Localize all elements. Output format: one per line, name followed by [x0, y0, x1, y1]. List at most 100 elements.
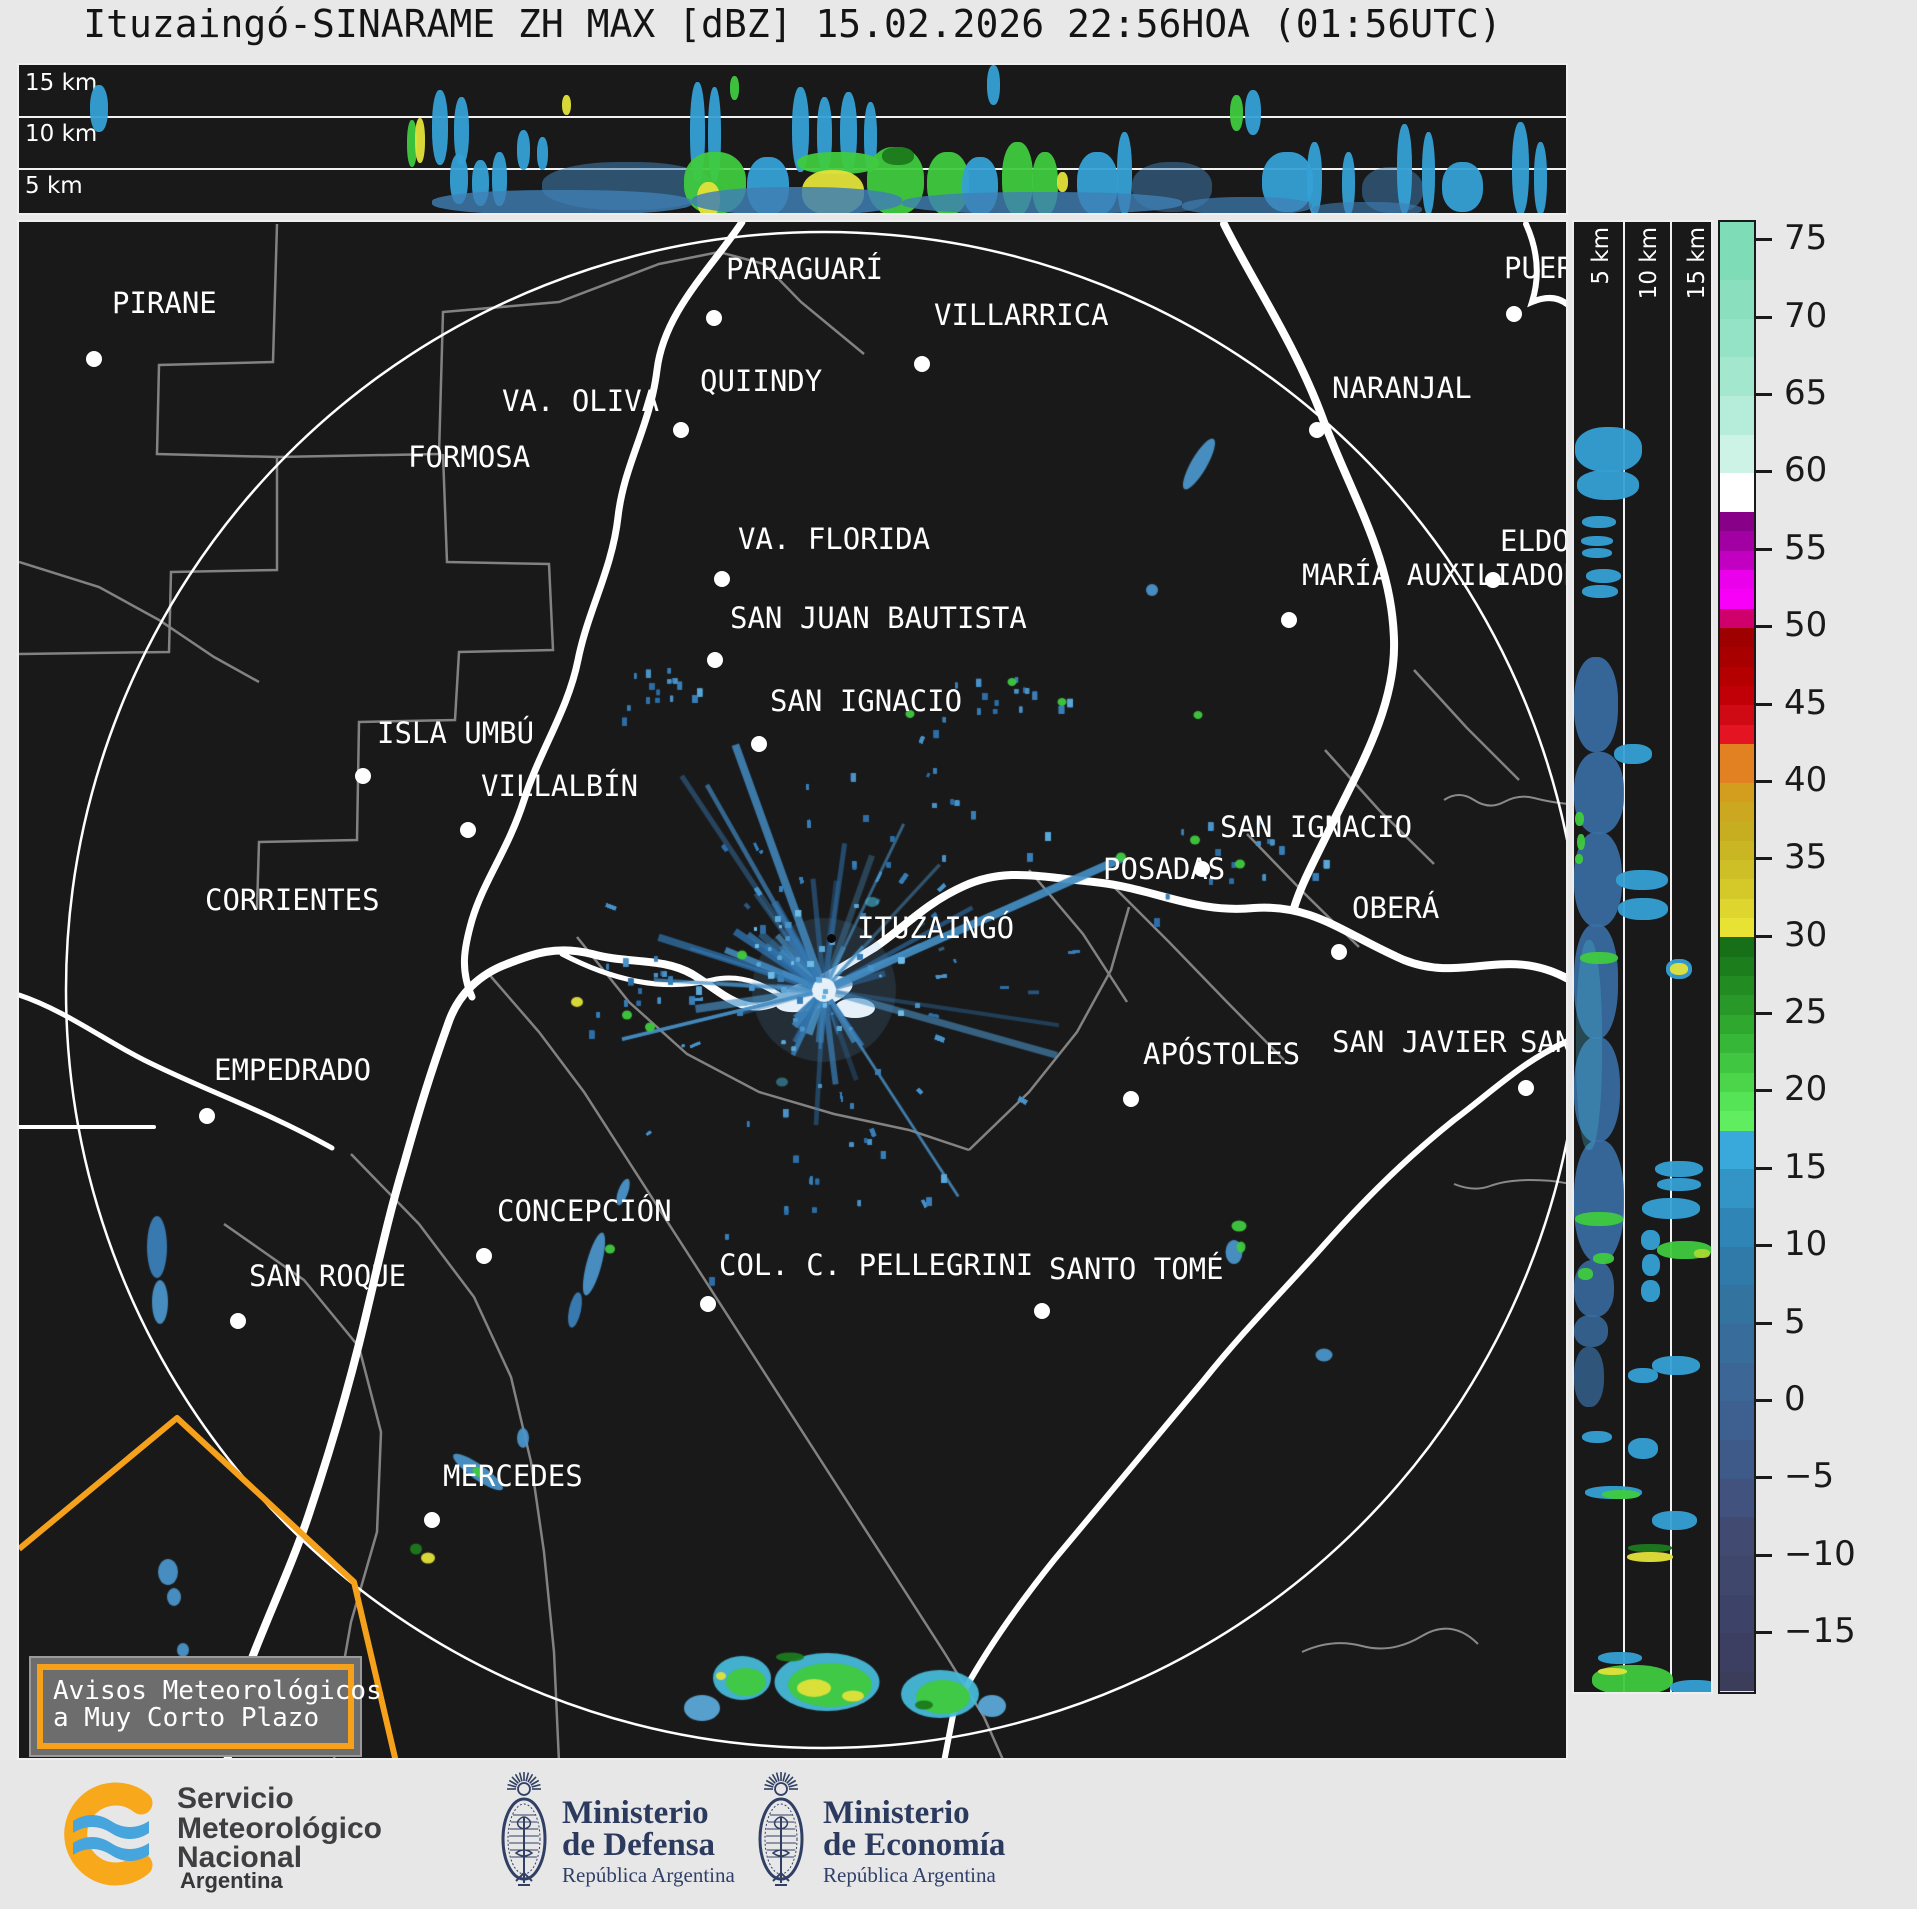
cbar-ticklabel: −10 — [1784, 1533, 1856, 1574]
cbar-tickmark — [1756, 1321, 1772, 1325]
cbar-segment-51.25 — [1720, 589, 1754, 609]
altitude-label-10km: 10 km — [25, 121, 98, 147]
cbar-ticklabel: 75 — [1784, 218, 1828, 259]
cbar-tickmark — [1756, 934, 1772, 938]
cbar-segment-33.75 — [1720, 859, 1754, 880]
cbar-segment-75 — [1720, 222, 1754, 242]
economia-line1: Ministerio — [823, 1795, 970, 1831]
cbar-tickmark — [1756, 1166, 1772, 1170]
cbar-segment-25 — [1720, 995, 1754, 1015]
cbar-ticklabel: 50 — [1784, 605, 1828, 646]
altitude-label-5km: 5 km — [1588, 227, 1614, 285]
cbar-segment--10 — [1720, 1517, 1754, 1556]
cbar-tickmark — [1756, 393, 1772, 397]
city-label-puerto: PUERTO — [1504, 251, 1566, 285]
city-dot — [1281, 612, 1297, 628]
cbar-segment--17.5 — [1720, 1633, 1754, 1672]
cbar-ticklabel: 20 — [1784, 1069, 1828, 1110]
cbar-segment-35 — [1720, 840, 1754, 860]
city-dot — [1506, 306, 1522, 322]
cbar-segment--12.5 — [1720, 1555, 1754, 1595]
radar-map-panel: PIRANE PARAGUARÍ VILLARRICA QUIINDY VA. OLIV… — [17, 220, 1568, 1760]
city-label-va-oliva: VA. OLIVA — [502, 384, 660, 418]
city-dot — [707, 652, 723, 668]
cbar-ticklabel: 25 — [1784, 992, 1828, 1033]
smn-country-label: Argentina — [180, 1868, 283, 1893]
warning-legend-box: Avisos Meteorológicos a Muy Corto Plazo — [29, 1656, 382, 1757]
cbar-ticklabel: 15 — [1784, 1146, 1828, 1187]
city-dot — [1331, 944, 1347, 960]
cbar-tickmark — [1756, 1630, 1772, 1634]
cbar-tickmark — [1756, 702, 1772, 706]
cbar-segment-21.25 — [1720, 1053, 1754, 1073]
cbar-segment-40 — [1720, 743, 1754, 783]
cbar-tickmark — [1756, 547, 1772, 551]
city-dot — [424, 1512, 440, 1528]
city-label-san-roque: SAN ROQUE — [249, 1259, 407, 1293]
city-dot — [476, 1248, 492, 1264]
city-dot — [1309, 422, 1325, 438]
cbar-ticklabel: 30 — [1784, 914, 1828, 955]
city-dot — [706, 310, 722, 326]
smn-name-line1: Servicio — [177, 1782, 294, 1815]
cbar-tickmark — [1756, 1553, 1772, 1557]
cbar-segment-17.5 — [1720, 1111, 1754, 1131]
cbar-segment-26.25 — [1720, 975, 1754, 996]
city-dot — [1123, 1091, 1139, 1107]
altitude-label-15km: 15 km — [1684, 227, 1710, 300]
cbar-segment-56.25 — [1720, 512, 1754, 532]
economia-line3: República Argentina — [823, 1863, 996, 1887]
cbar-ticklabel: 45 — [1784, 682, 1828, 723]
cbar-segment-32.5 — [1720, 879, 1754, 899]
city-label-col-c-pellegrini: COL. C. PELLEGRINI — [719, 1248, 1034, 1282]
city-label-san-ignacio: SAN IGNACIO — [770, 684, 963, 718]
cbar-segment--5 — [1720, 1439, 1754, 1479]
cbar-segment-62.5 — [1720, 396, 1754, 435]
cbar-segment-48.75 — [1720, 628, 1754, 648]
city-label-paraguar-: PARAGUARÍ — [726, 252, 884, 286]
city-label-corrientes: CORRIENTES — [205, 883, 380, 917]
cbar-tickmark — [1756, 470, 1772, 474]
top-cross-section-panel: 15 km 10 km 5 km — [17, 63, 1568, 215]
city-dot — [700, 1296, 716, 1312]
city-label-san-javier: SAN JAVIER — [1332, 1025, 1507, 1059]
cbar-tickmark — [1756, 238, 1772, 242]
cbar-segment-57.5 — [1720, 473, 1754, 513]
altitude-label-15km: 15 km — [25, 70, 98, 96]
cbar-segment-18.75 — [1720, 1091, 1754, 1112]
city-dot — [199, 1108, 215, 1124]
cbar-segment-23.75 — [1720, 1014, 1754, 1034]
city-label-quiindy: QUIINDY — [700, 364, 823, 398]
city-label-eldorado: ELDORADO — [1500, 524, 1568, 558]
cbar-segment-42.5 — [1720, 724, 1754, 744]
cbar-segment-70 — [1720, 280, 1754, 319]
city-label-ap-stoles: APÓSTOLES — [1143, 1037, 1301, 1071]
city-dot — [230, 1313, 246, 1329]
cbar-segment--15 — [1720, 1594, 1754, 1634]
city-label-isla-umb-: ISLA UMBÚ — [377, 716, 535, 750]
cbar-segment-30 — [1720, 917, 1754, 938]
cbar-segment-45 — [1720, 685, 1754, 706]
cbar-segment-47.5 — [1720, 647, 1754, 667]
cbar-segment-43.75 — [1720, 705, 1754, 725]
cbar-segment-7.5 — [1720, 1246, 1754, 1286]
cbar-segment-67.5 — [1720, 318, 1754, 358]
defensa-line3: República Argentina — [562, 1863, 735, 1887]
city-label-santa: SANTA — [1520, 1025, 1566, 1059]
altitude-label-10km: 10 km — [1636, 227, 1662, 300]
city-label-villarrica: VILLARRICA — [934, 298, 1109, 332]
cbar-ticklabel: −15 — [1784, 1611, 1856, 1652]
cbar-segment-12.5 — [1720, 1169, 1754, 1208]
city-dot — [714, 571, 730, 587]
warning-legend-text: Avisos Meteorológicos a Muy Corto Plazo — [37, 1664, 382, 1749]
city-label-ituzaing-: ITUZAINGÓ — [857, 911, 1015, 945]
cbar-ticklabel: −5 — [1784, 1456, 1835, 1497]
cbar-tickmark — [1756, 315, 1772, 319]
defensa-line1: Ministerio — [562, 1795, 709, 1831]
cbar-segment-28.75 — [1720, 937, 1754, 957]
city-dot — [86, 351, 102, 367]
footer: Servicio Meteorológico Nacional Argentin… — [0, 1761, 1917, 1909]
colorbar-scale — [1718, 220, 1756, 1694]
economia-line2: de Economía — [823, 1827, 1006, 1863]
city-label-santo-tom-: SANTO TOMÉ — [1049, 1252, 1224, 1286]
